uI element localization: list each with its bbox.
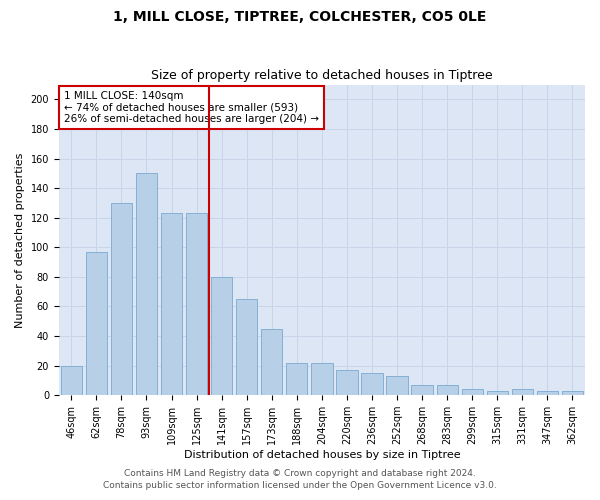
Bar: [236, 299, 257, 395]
X-axis label: Distribution of detached houses by size in Tiptree: Distribution of detached houses by size …: [184, 450, 460, 460]
Bar: [311, 362, 332, 395]
Bar: [512, 390, 533, 395]
Bar: [361, 373, 383, 395]
Text: Contains HM Land Registry data © Crown copyright and database right 2024.
Contai: Contains HM Land Registry data © Crown c…: [103, 469, 497, 490]
Text: 1 MILL CLOSE: 140sqm
← 74% of detached houses are smaller (593)
26% of semi-deta: 1 MILL CLOSE: 140sqm ← 74% of detached h…: [64, 91, 319, 124]
Title: Size of property relative to detached houses in Tiptree: Size of property relative to detached ho…: [151, 69, 493, 82]
Y-axis label: Number of detached properties: Number of detached properties: [15, 152, 25, 328]
Bar: [261, 328, 283, 395]
Bar: [61, 366, 82, 395]
Bar: [111, 203, 132, 395]
Bar: [336, 370, 358, 395]
Bar: [86, 252, 107, 395]
Text: 1, MILL CLOSE, TIPTREE, COLCHESTER, CO5 0LE: 1, MILL CLOSE, TIPTREE, COLCHESTER, CO5 …: [113, 10, 487, 24]
Bar: [386, 376, 408, 395]
Bar: [487, 391, 508, 395]
Bar: [562, 391, 583, 395]
Bar: [186, 214, 207, 395]
Bar: [412, 385, 433, 395]
Bar: [461, 390, 483, 395]
Bar: [437, 385, 458, 395]
Bar: [286, 362, 307, 395]
Bar: [161, 214, 182, 395]
Bar: [211, 277, 232, 395]
Bar: [537, 391, 558, 395]
Bar: [136, 174, 157, 395]
